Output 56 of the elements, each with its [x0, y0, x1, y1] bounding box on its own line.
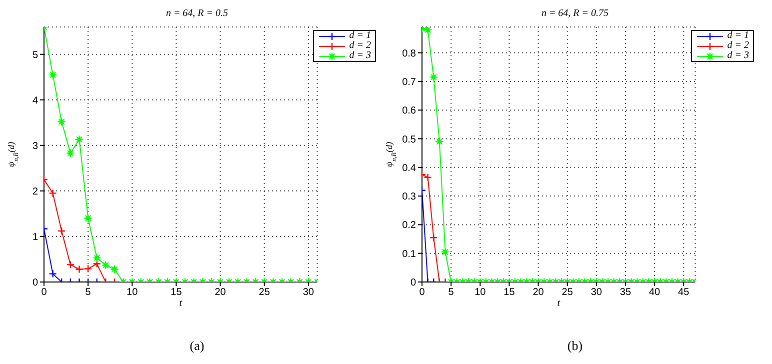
- point: [58, 226, 66, 236]
- x-tick-label: 45: [678, 287, 690, 298]
- y-tick-label: 0: [410, 278, 416, 289]
- x-tick-label: 0: [419, 287, 426, 298]
- x-tick-label: 30: [302, 287, 314, 298]
- point: [48, 189, 57, 198]
- point: [75, 135, 84, 144]
- chart-title: n = 64, R = 0.75: [540, 8, 610, 21]
- y-tick-label: 5: [32, 50, 38, 61]
- legend-label: d = 2: [349, 40, 371, 51]
- y-tick-label: 0.7: [402, 76, 416, 88]
- x-axis-title: t: [179, 298, 182, 309]
- x-tick-label: 30: [590, 287, 602, 298]
- x-tick-label: 10: [474, 287, 486, 298]
- point: [435, 137, 444, 146]
- point: [48, 70, 58, 80]
- y-tick-label: 0.4: [402, 162, 416, 174]
- y-tick-label: 0.8: [402, 48, 416, 60]
- text: (b): [566, 338, 584, 354]
- x-tick-label: 20: [532, 287, 544, 298]
- legend-label: d = 3: [727, 50, 749, 61]
- x-tick-label: 15: [170, 287, 182, 298]
- legend-label: d = 1: [349, 30, 371, 41]
- y-tick-label: 0.1: [402, 248, 416, 260]
- x-tick-label: 20: [214, 287, 226, 298]
- point: [424, 173, 432, 182]
- x-tick-label: 25: [562, 287, 574, 298]
- x-tick-label: 40: [648, 287, 661, 298]
- legend-label: d = 3: [349, 50, 371, 61]
- chart-title: n = 64, R = 0.5: [164, 8, 230, 21]
- point: [430, 233, 438, 242]
- x-axis-title: t: [557, 298, 560, 309]
- y-tick-label: 0.3: [402, 192, 416, 203]
- point: [424, 27, 432, 34]
- y-tick-label: 1: [32, 232, 38, 244]
- x-tick-label: 35: [620, 287, 632, 298]
- y-tick-label: 0.2: [402, 220, 416, 232]
- x-tick-label: 25: [258, 287, 270, 298]
- legend-label: d = 1: [727, 30, 749, 41]
- y-tick-label: 3: [32, 140, 38, 152]
- y-tick-label: 2: [32, 186, 38, 198]
- point: [429, 72, 438, 82]
- y-tick-label: 0.5: [402, 134, 416, 146]
- y-tick-label: 0: [32, 278, 38, 289]
- y-tick-label: 4: [32, 95, 38, 106]
- point: [84, 214, 92, 222]
- x-tick-label: 10: [126, 287, 138, 298]
- x-tick-label: 0: [41, 287, 48, 298]
- x-tick-label: 5: [448, 287, 454, 298]
- legend-label: d = 2: [727, 40, 749, 51]
- point: [66, 148, 75, 158]
- text: (a): [188, 338, 206, 354]
- x-tick-label: 15: [504, 287, 516, 298]
- y-tick-label: 0.6: [402, 106, 416, 117]
- point: [57, 117, 66, 126]
- x-tick-label: 5: [85, 287, 92, 298]
